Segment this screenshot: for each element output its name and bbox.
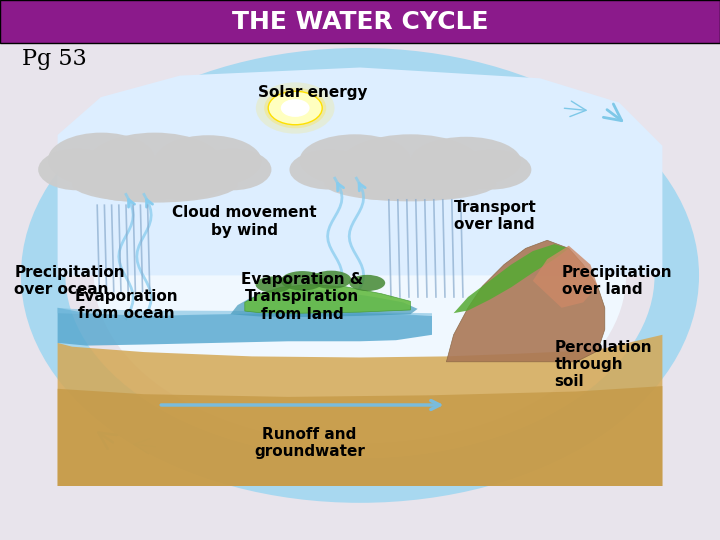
Ellipse shape [271, 92, 320, 124]
Ellipse shape [256, 276, 292, 293]
Ellipse shape [256, 82, 335, 133]
Ellipse shape [338, 134, 483, 199]
Ellipse shape [194, 149, 271, 190]
Ellipse shape [88, 103, 632, 448]
Ellipse shape [325, 166, 496, 201]
Ellipse shape [38, 149, 116, 190]
Ellipse shape [390, 154, 487, 199]
Text: Percolation
through
soil: Percolation through soil [554, 340, 652, 389]
Polygon shape [58, 68, 662, 275]
Ellipse shape [94, 107, 626, 444]
Polygon shape [58, 308, 432, 316]
Text: Solar energy: Solar energy [258, 85, 368, 100]
Text: THE WATER CYCLE: THE WATER CYCLE [232, 10, 488, 33]
Ellipse shape [155, 135, 262, 187]
Ellipse shape [72, 166, 238, 202]
Ellipse shape [300, 134, 410, 186]
Text: Cloud movement
by wind: Cloud movement by wind [173, 205, 317, 238]
Polygon shape [230, 289, 418, 317]
Ellipse shape [334, 156, 431, 200]
Polygon shape [446, 240, 605, 362]
Ellipse shape [135, 153, 229, 200]
Ellipse shape [281, 99, 310, 117]
Polygon shape [58, 386, 662, 486]
Polygon shape [58, 275, 432, 346]
Text: Evaporation
from ocean: Evaporation from ocean [74, 289, 178, 321]
Ellipse shape [281, 271, 324, 291]
Text: Transport
over land: Transport over land [454, 200, 536, 232]
Polygon shape [58, 335, 662, 486]
Polygon shape [533, 246, 598, 308]
Ellipse shape [289, 150, 370, 190]
Ellipse shape [268, 91, 323, 125]
Ellipse shape [48, 133, 155, 187]
Text: Pg 53: Pg 53 [22, 49, 86, 70]
Polygon shape [454, 244, 569, 313]
Text: Precipitation
over land: Precipitation over land [562, 265, 672, 297]
Text: Runoff and
groundwater: Runoff and groundwater [254, 427, 365, 459]
Ellipse shape [451, 150, 531, 190]
Text: Evaporation &
Transpiration
from land: Evaporation & Transpiration from land [241, 272, 364, 322]
FancyBboxPatch shape [0, 0, 720, 43]
Ellipse shape [264, 87, 326, 128]
Ellipse shape [85, 133, 225, 200]
Polygon shape [245, 285, 410, 313]
Ellipse shape [311, 271, 351, 289]
Ellipse shape [81, 154, 174, 201]
Ellipse shape [349, 275, 385, 291]
Ellipse shape [410, 137, 521, 186]
Text: Precipitation
over ocean: Precipitation over ocean [14, 265, 125, 297]
